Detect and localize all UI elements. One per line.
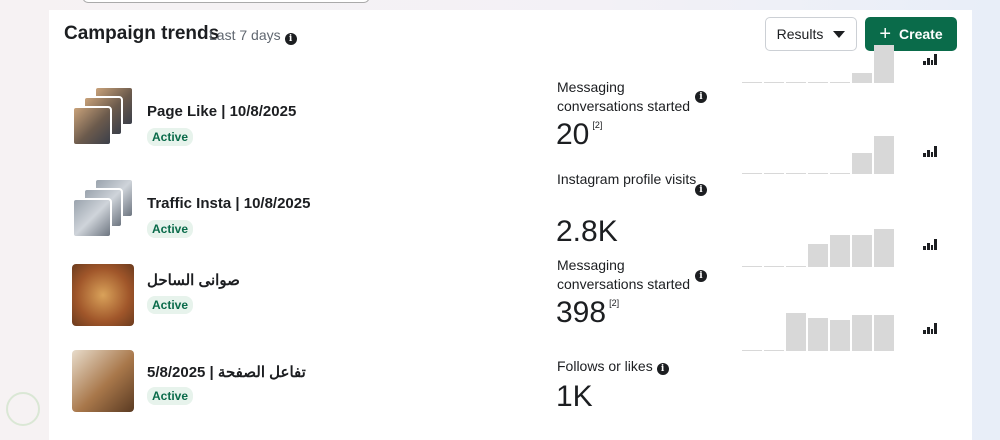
- thumbnail: [72, 350, 134, 412]
- trend-bar: [742, 173, 762, 174]
- bar-chart-icon[interactable]: [923, 238, 937, 250]
- metric-number: 2.8K: [556, 215, 618, 248]
- metric-value: 20 [2]: [556, 118, 602, 152]
- trend-bar: [808, 318, 828, 351]
- info-icon[interactable]: i: [695, 270, 707, 282]
- card-title: Campaign trends: [64, 23, 220, 44]
- create-label: Create: [899, 26, 943, 42]
- thumbnail: [72, 264, 134, 326]
- trend-bar: [808, 244, 828, 267]
- trend-bar: [808, 173, 828, 174]
- trend-bar: [874, 136, 894, 174]
- results-label: Results: [776, 26, 824, 42]
- trend-bar: [742, 350, 762, 351]
- trend-bar: [874, 45, 894, 83]
- trend-bar: [742, 266, 762, 267]
- metric-text: Messaging conversations started: [557, 79, 691, 114]
- trend-bar: [764, 350, 784, 351]
- trend-bar: [852, 235, 872, 267]
- campaign-thumbnail: [72, 264, 134, 326]
- bar-chart-icon[interactable]: [923, 145, 937, 157]
- metric-label: Follows or likes i: [557, 357, 669, 376]
- thumbnail: [72, 198, 112, 238]
- metric-number: 20: [556, 118, 590, 151]
- period-label: Last 7 days i: [209, 27, 297, 45]
- metric-label: Messaging conversations started: [557, 78, 697, 116]
- campaign-row[interactable]: تفاعل الصفحة | 5/8/2025 Active Follows o…: [49, 313, 972, 438]
- trend-bar: [830, 235, 850, 267]
- trend-bar: [786, 266, 806, 267]
- status-badge: Active: [147, 387, 194, 405]
- trend-bar: [808, 82, 828, 83]
- trend-chart[interactable]: [742, 227, 896, 267]
- status-badge: Active: [147, 220, 194, 238]
- campaign-name[interactable]: Page Like | 10/8/2025: [147, 103, 297, 120]
- trend-bar: [764, 173, 784, 174]
- metric-number: 1K: [556, 380, 593, 413]
- trend-bar: [764, 266, 784, 267]
- bar-chart-icon[interactable]: [923, 53, 937, 65]
- trend-chart[interactable]: [742, 43, 896, 83]
- status-badge: Active: [147, 128, 194, 146]
- trend-bar: [852, 73, 872, 83]
- campaign-thumbnail: [72, 350, 134, 412]
- trend-bar: [852, 315, 872, 351]
- campaign-name[interactable]: صوانى الساحل: [147, 272, 240, 289]
- trend-bar: [786, 173, 806, 174]
- campaign-row[interactable]: صوانى الساحل Active Messaging conversati…: [49, 229, 972, 352]
- period-text: Last 7 days: [209, 27, 281, 43]
- trend-bar: [742, 82, 762, 83]
- metric-text: Follows or likes: [557, 358, 653, 374]
- campaign-thumbnail: [72, 86, 134, 148]
- campaign-row[interactable]: Traffic Insta | 10/8/2025 Active Instagr…: [49, 136, 972, 260]
- footnote: [2]: [609, 298, 620, 308]
- metric-label: Messaging conversations started: [557, 256, 697, 294]
- trend-chart[interactable]: [742, 311, 896, 351]
- metric-text: Instagram profile visits: [557, 171, 697, 187]
- campaign-name[interactable]: Traffic Insta | 10/8/2025: [147, 195, 311, 212]
- campaign-trends-card: Campaign trends Last 7 days i Results + Cr…: [49, 10, 972, 440]
- campaign-row[interactable]: Page Like | 10/8/2025 Active Messaging c…: [49, 45, 972, 168]
- trend-bar: [874, 229, 894, 267]
- metric-value: 2.8K: [556, 215, 618, 249]
- metric-value: 398 [2]: [556, 296, 619, 330]
- trend-bar: [786, 313, 806, 351]
- metric-label: Instagram profile visits: [557, 170, 697, 189]
- thumbnail: [72, 106, 112, 146]
- trend-bar: [830, 320, 850, 351]
- bar-chart-icon[interactable]: [923, 322, 937, 334]
- create-button[interactable]: + Create: [865, 17, 957, 51]
- metric-text: Messaging conversations started: [557, 257, 691, 292]
- info-icon[interactable]: i: [656, 363, 669, 375]
- trend-bar: [764, 82, 784, 83]
- trend-bar: [852, 153, 872, 174]
- info-icon[interactable]: i: [695, 184, 707, 196]
- trend-bar: [786, 82, 806, 83]
- plus-icon: +: [879, 22, 892, 45]
- metric-number: 398: [556, 296, 607, 329]
- trend-bar: [830, 82, 850, 83]
- watermark-logo: [6, 392, 40, 426]
- metric-value: 1K: [556, 380, 593, 414]
- search-bar[interactable]: [82, 0, 370, 3]
- info-icon[interactable]: i: [284, 33, 297, 45]
- results-dropdown[interactable]: Results: [765, 17, 857, 51]
- info-icon[interactable]: i: [695, 91, 707, 103]
- caret-down-icon: [833, 30, 846, 38]
- campaign-name[interactable]: تفاعل الصفحة | 5/8/2025: [147, 364, 306, 381]
- trend-bar: [874, 315, 894, 351]
- status-badge: Active: [147, 296, 194, 314]
- footnote: [2]: [592, 120, 603, 130]
- campaign-thumbnail: [72, 178, 134, 240]
- trend-chart[interactable]: [742, 134, 896, 174]
- trend-bar: [830, 173, 850, 174]
